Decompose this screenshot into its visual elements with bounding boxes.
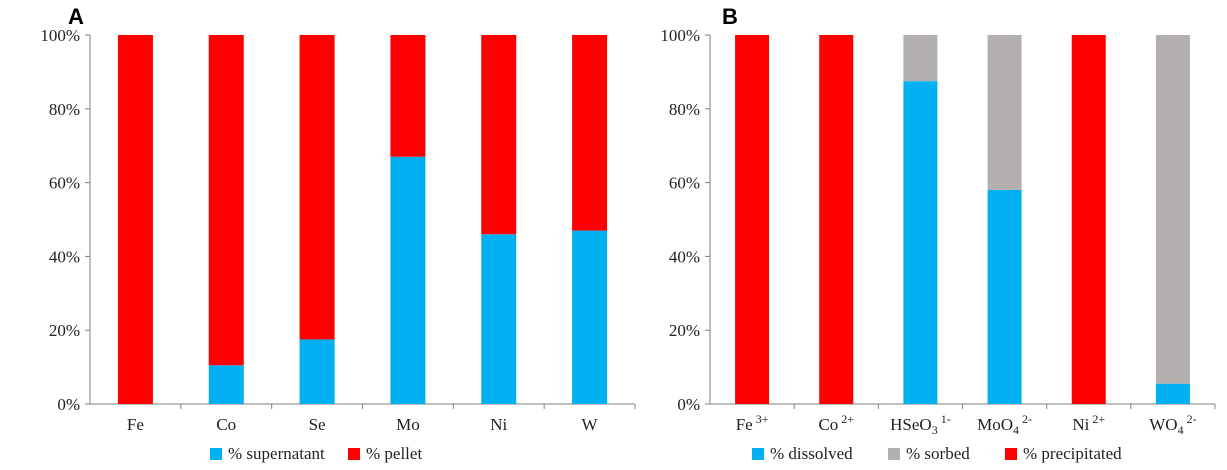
y-tick-label: 100% xyxy=(40,26,80,45)
bar-segment-sorbed xyxy=(1155,35,1190,384)
y-tick-label: 40% xyxy=(669,247,700,266)
bar-segment-supernatant xyxy=(390,156,426,404)
y-tick-label: 80% xyxy=(49,100,80,119)
legend-swatch xyxy=(210,448,222,460)
bar-segment-pellet xyxy=(481,35,517,235)
bar-segment-supernatant xyxy=(208,365,244,404)
chart-panel-a: A 0% 20% 40% 60% 80% 100% Fe Co Se Mo Ni W % superna… xyxy=(40,4,636,463)
x-tick-label: Co 2+ xyxy=(818,412,854,434)
x-tick-label: W xyxy=(582,415,599,434)
x-tick-label: WO42- xyxy=(1149,412,1196,437)
bar-segment-pellet xyxy=(390,35,426,157)
x-tick-label: MoO42- xyxy=(977,412,1032,437)
y-tick-label: 20% xyxy=(49,321,80,340)
bar-segment-pellet xyxy=(208,35,244,366)
bar-segment-dissolved xyxy=(1155,383,1190,404)
y-tick-label: 0% xyxy=(677,395,700,414)
x-tick-label: Mo xyxy=(396,415,420,434)
bar-segment-sorbed xyxy=(903,35,938,82)
legend-label: % pellet xyxy=(366,444,422,463)
bar-segment-precipitated xyxy=(1071,35,1106,404)
bar-segment-supernatant xyxy=(299,339,335,404)
panel-a-label: A xyxy=(68,4,84,29)
bar-segment-supernatant xyxy=(481,234,517,404)
legend-swatch xyxy=(348,448,360,460)
y-tick-label: 40% xyxy=(49,247,80,266)
legend-label: % dissolved xyxy=(770,444,853,463)
y-tick-label: 60% xyxy=(669,174,700,193)
bar-segment-dissolved xyxy=(987,189,1022,404)
y-tick-label: 20% xyxy=(669,321,700,340)
bar-segment-supernatant xyxy=(572,230,608,404)
y-tick-label: 60% xyxy=(49,174,80,193)
x-tick-label: Ni 2+ xyxy=(1072,412,1105,434)
x-tick-label: HSeO31- xyxy=(890,412,951,437)
legend-swatch xyxy=(888,448,900,460)
legend-swatch xyxy=(752,448,764,460)
x-tick-label: Co xyxy=(216,415,236,434)
legend-label: % precipitated xyxy=(1023,444,1122,463)
legend-label: % sorbed xyxy=(906,444,970,463)
bar-segment-pellet xyxy=(572,35,608,231)
y-tick-label: 0% xyxy=(57,395,80,414)
y-tick-label: 80% xyxy=(669,100,700,119)
y-tick-label: 100% xyxy=(660,26,700,45)
bar-segment-sorbed xyxy=(987,35,1022,190)
legend-swatch xyxy=(1005,448,1017,460)
x-tick-label: Se xyxy=(309,415,326,434)
chart-panel-b: B 0% 20% 40% 60% 80% 100% Fe 3+ Co 2+ HSeO31- MoO42… xyxy=(660,4,1216,463)
bar-segment-pellet xyxy=(299,35,335,340)
x-tick-label: Fe xyxy=(127,415,144,434)
panel-b-label: B xyxy=(722,4,738,29)
legend-label: % supernatant xyxy=(228,444,325,463)
bar-segment-precipitated xyxy=(735,35,770,404)
bar-segment-precipitated xyxy=(819,35,854,404)
bar-segment-dissolved xyxy=(903,81,938,404)
bar-segment-pellet xyxy=(117,35,153,404)
x-tick-label: Fe 3+ xyxy=(736,412,769,434)
x-tick-label: Ni xyxy=(490,415,507,434)
